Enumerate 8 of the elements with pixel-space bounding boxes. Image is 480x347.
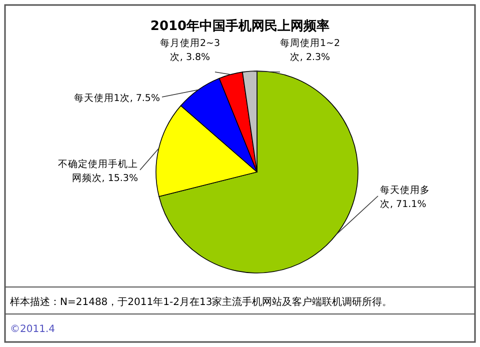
slice-label: 不确定使用手机上网频次, 15.3% — [58, 158, 138, 184]
text: ©2011.4 — [10, 324, 55, 335]
slice-label: 每天使用多次, 71.1% — [380, 184, 430, 210]
slice-label: 每周使用1~2次, 2.3% — [280, 37, 340, 63]
text: 样本描述：N=21488，于2011年1-2月在13家主流手机网站及客户端联机调研所得。 — [10, 296, 392, 308]
slice-label: 每天使用1次, 7.5% — [74, 92, 160, 104]
slice-label: 每月使用2~3次, 3.8% — [160, 37, 220, 63]
chart-title: 2010年中国手机网民上网频率 — [150, 18, 330, 34]
